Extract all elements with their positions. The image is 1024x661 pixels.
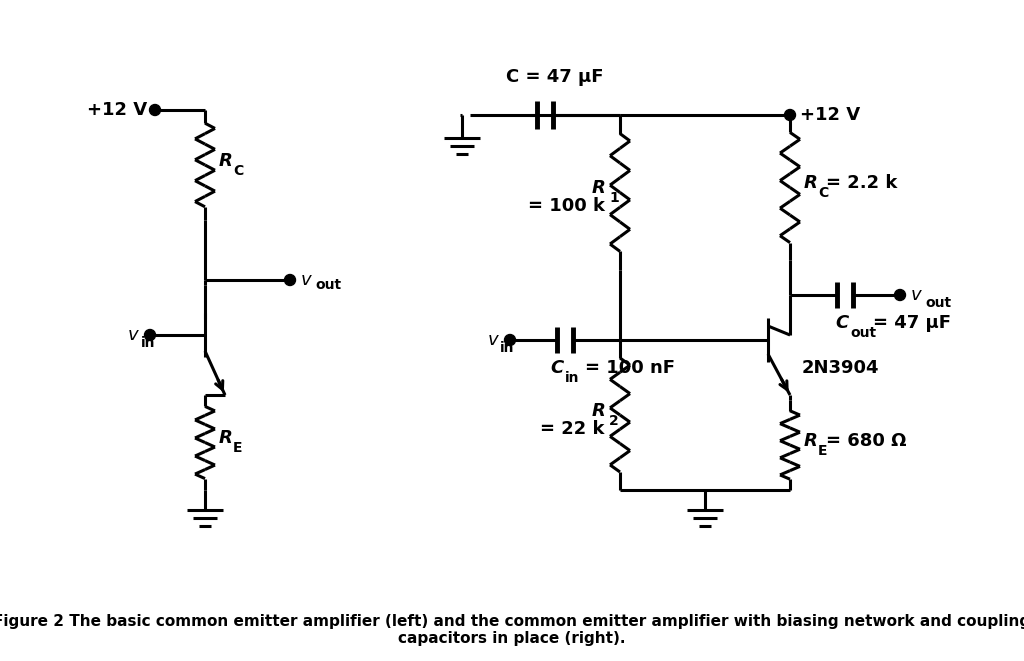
Circle shape bbox=[895, 290, 905, 301]
Text: R: R bbox=[591, 179, 605, 197]
Text: +12 V: +12 V bbox=[800, 106, 860, 124]
Text: 2: 2 bbox=[609, 414, 618, 428]
Text: 1: 1 bbox=[609, 191, 618, 205]
Text: in: in bbox=[140, 336, 155, 350]
Text: C: C bbox=[835, 314, 848, 332]
Text: E: E bbox=[233, 441, 243, 455]
Text: in: in bbox=[500, 341, 514, 355]
Text: in: in bbox=[565, 371, 580, 385]
Text: $\it{v}$: $\it{v}$ bbox=[487, 331, 500, 349]
Text: C: C bbox=[818, 186, 828, 200]
Text: 2N3904: 2N3904 bbox=[802, 359, 880, 377]
Text: R: R bbox=[219, 152, 232, 170]
Text: out: out bbox=[925, 296, 951, 310]
Text: R: R bbox=[591, 402, 605, 420]
Text: C: C bbox=[233, 164, 244, 178]
Text: $\it{v}$: $\it{v}$ bbox=[127, 326, 140, 344]
Text: R: R bbox=[804, 174, 818, 192]
Text: out: out bbox=[850, 326, 877, 340]
Text: R: R bbox=[219, 429, 232, 447]
Text: out: out bbox=[315, 278, 341, 292]
Text: C: C bbox=[550, 359, 563, 377]
Circle shape bbox=[784, 110, 796, 120]
Text: Figure 2 The basic common emitter amplifier (left) and the common emitter amplif: Figure 2 The basic common emitter amplif… bbox=[0, 614, 1024, 646]
Text: +12 V: +12 V bbox=[87, 101, 147, 119]
Text: E: E bbox=[818, 444, 827, 458]
Text: = 47 μF: = 47 μF bbox=[873, 314, 951, 332]
Circle shape bbox=[144, 329, 156, 340]
Text: R: R bbox=[804, 432, 818, 450]
Text: = 100 k: = 100 k bbox=[528, 197, 605, 215]
Circle shape bbox=[285, 274, 296, 286]
Circle shape bbox=[505, 334, 515, 346]
Circle shape bbox=[150, 104, 161, 116]
Text: = 2.2 k: = 2.2 k bbox=[826, 174, 897, 192]
Text: $\it{v}$: $\it{v}$ bbox=[910, 286, 923, 304]
Text: C = 47 μF: C = 47 μF bbox=[506, 68, 604, 86]
Text: = 680 Ω: = 680 Ω bbox=[826, 432, 906, 450]
Text: = 22 k: = 22 k bbox=[541, 420, 605, 438]
Text: $\it{v}$: $\it{v}$ bbox=[300, 271, 313, 289]
Text: = 100 nF: = 100 nF bbox=[585, 359, 675, 377]
